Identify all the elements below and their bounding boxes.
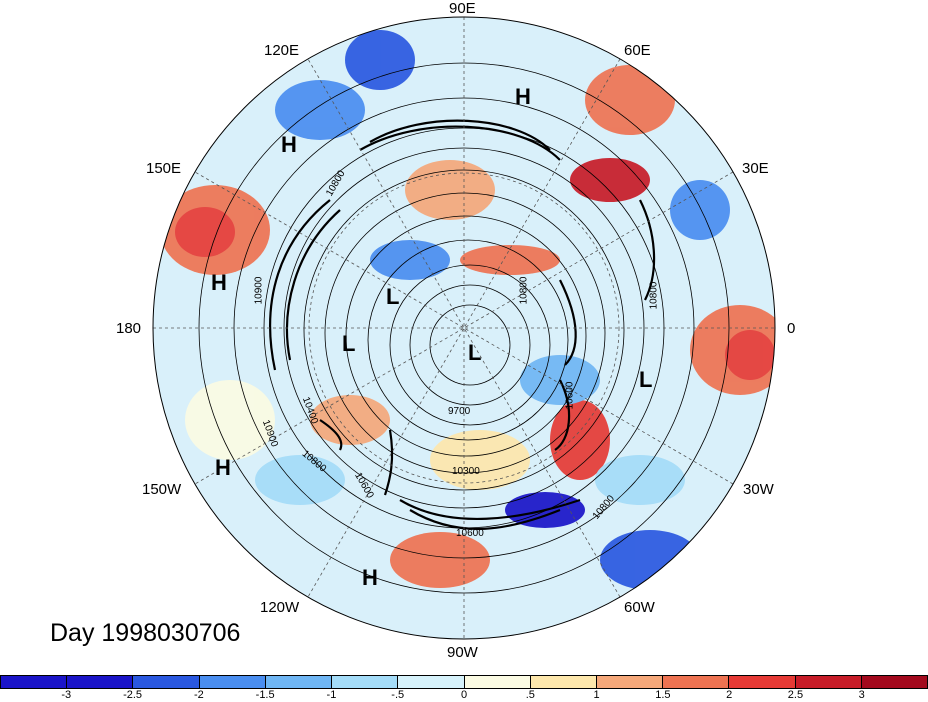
colorbar-tick-label: 2.5: [787, 689, 804, 701]
longitude-label: 60W: [624, 599, 655, 616]
colorbar-swatch: [1, 676, 68, 688]
colorbar-tick-label: 1.5: [655, 689, 671, 701]
high-pressure-marker: H: [211, 270, 227, 295]
colorbar-tick-label: 3: [858, 689, 865, 701]
low-pressure-marker: L: [639, 367, 653, 392]
low-pressure-marker: L: [468, 340, 482, 365]
colorbar-swatch: [199, 676, 266, 688]
colorbar-swatch: [795, 676, 862, 688]
colorbar-tick-label: 2: [726, 689, 733, 701]
colorbar: [0, 675, 928, 689]
high-pressure-marker: H: [281, 132, 297, 157]
colorbar-swatch: [861, 676, 928, 688]
contour-label: 9700: [448, 406, 471, 417]
colorbar-swatch: [67, 676, 134, 688]
colorbar-tick-label: -.5: [391, 689, 405, 701]
colorbar-tick-label: 0: [460, 689, 468, 701]
longitude-label: 30W: [743, 481, 774, 498]
map-boundary: [152, 16, 776, 640]
longitude-label: 120W: [260, 599, 300, 616]
high-pressure-marker: H: [215, 455, 231, 480]
colorbar-swatch: [464, 676, 531, 688]
contour-label: 10600: [564, 381, 576, 410]
longitude-label: 180: [116, 320, 142, 337]
colorbar-tick-label: -1.5: [255, 689, 275, 701]
colorbar-tick-label: -1: [326, 689, 337, 701]
colorbar-swatch: [398, 676, 465, 688]
colorbar-tick-label: .5: [525, 689, 535, 701]
high-pressure-marker: H: [362, 565, 378, 590]
anomaly-field: [160, 30, 775, 590]
longitude-label: 90E: [449, 0, 476, 17]
contour-label: 10900: [253, 276, 265, 305]
colorbar-swatch: [530, 676, 597, 688]
colorbar-swatch: [663, 676, 730, 688]
colorbar-tick-label: -2.5: [123, 689, 143, 701]
longitude-label: 90W: [447, 644, 478, 661]
contour-label: 10600: [456, 528, 484, 539]
longitude-label: 30E: [742, 160, 769, 177]
colorbar-swatch: [265, 676, 333, 688]
contour-label: 10800: [518, 276, 530, 305]
colorbar-swatch: [729, 676, 796, 688]
colorbar-tick-label: -2: [193, 689, 204, 701]
colorbar-swatch: [133, 676, 200, 688]
colorbar-swatch: [596, 676, 664, 688]
longitude-label: 150E: [146, 160, 182, 177]
colorbar-swatch: [332, 676, 399, 688]
graticule: [153, 17, 775, 639]
colorbar-tick-label: -3: [61, 689, 72, 701]
longitude-label: 60E: [624, 42, 651, 59]
high-pressure-marker: H: [515, 84, 531, 109]
low-pressure-marker: L: [342, 331, 356, 356]
colorbar-tick-labels: -3 -2.5 -2 -1.5 -1 -.5 0 .5 1 1.5 2 2.5 3: [0, 689, 928, 702]
contour-label: 10300: [452, 466, 480, 477]
contour-label: 10800: [648, 281, 660, 310]
jet-contours: [269, 119, 656, 531]
low-pressure-marker: L: [386, 284, 400, 309]
timestamp-label: Day 1998030706: [50, 619, 241, 647]
longitude-label: 0: [787, 320, 796, 337]
longitude-label: 150W: [142, 481, 182, 498]
longitude-label: 120E: [264, 42, 300, 59]
colorbar-tick-label: 1: [593, 689, 600, 701]
